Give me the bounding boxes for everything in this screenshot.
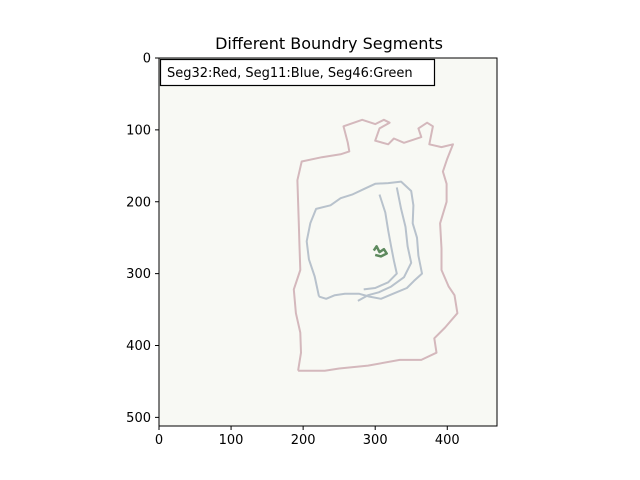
y-axis: 0 100 200 300 400 500 (126, 52, 159, 426)
x-tick-label: 0 (155, 433, 163, 448)
x-tick-label: 400 (435, 433, 460, 448)
y-tick-label: 500 (126, 411, 151, 426)
legend-text: Seg32:Red, Seg11:Blue, Seg46:Green (167, 66, 413, 81)
legend-box: Seg32:Red, Seg11:Blue, Seg46:Green (159, 58, 436, 87)
chart-title: Different Boundry Segments (215, 34, 443, 53)
x-tick-label: 300 (363, 433, 388, 448)
segment-4 (372, 245, 388, 258)
x-tick-label: 100 (219, 433, 244, 448)
y-tick-label: 400 (126, 339, 151, 354)
segment-2 (363, 194, 398, 291)
plot-frame (158, 57, 498, 427)
y-tick-label: 0 (143, 52, 151, 67)
segment-0 (292, 118, 459, 372)
y-tick-label: 200 (126, 195, 151, 210)
y-tick-label: 100 (126, 123, 151, 138)
segment-3 (357, 187, 413, 302)
x-axis: 0 100 200 300 400 (155, 426, 460, 448)
y-tick-label: 300 (126, 267, 151, 282)
segments-layer (292, 118, 459, 372)
x-tick-label: 200 (291, 433, 316, 448)
